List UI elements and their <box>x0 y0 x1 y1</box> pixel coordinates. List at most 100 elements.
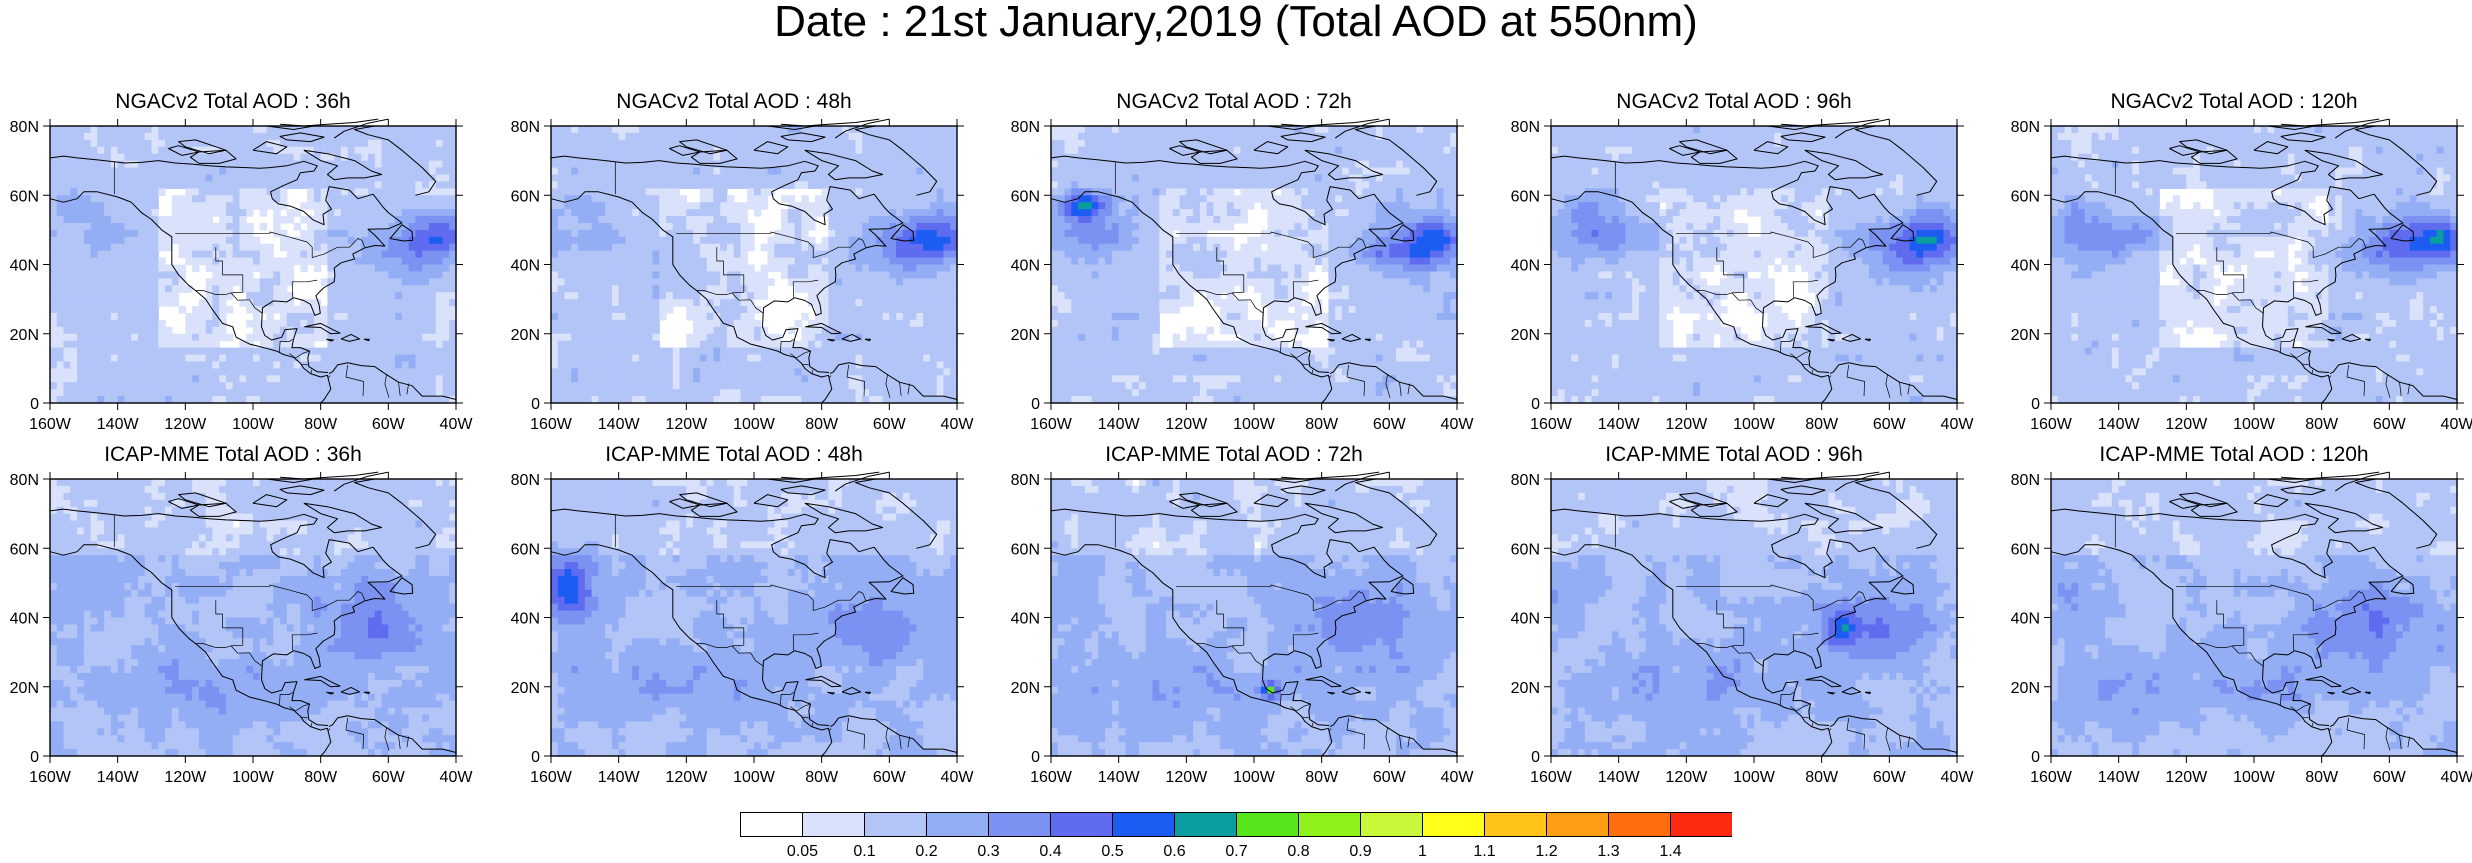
x-tick-label: 160W <box>29 769 72 786</box>
colorbar-swatch <box>1485 813 1547 837</box>
x-tick-label: 80W <box>1305 769 1339 786</box>
colorbar-label: 1 <box>1418 843 1427 858</box>
y-tick-label: 0 <box>1531 396 1540 413</box>
x-tick-label: 160W <box>1530 769 1573 786</box>
y-tick-label: 60N <box>1011 188 1040 205</box>
x-tick-label: 120W <box>665 769 708 786</box>
y-tick-label: 60N <box>1511 541 1540 558</box>
x-tick-label: 80W <box>304 769 338 786</box>
y-tick-label: 40N <box>1011 258 1040 275</box>
main-title: Date : 21st January,2019 (Total AOD at 5… <box>0 0 2472 44</box>
x-tick-label: 40W <box>1941 769 1975 786</box>
y-tick-label: 60N <box>2011 188 2040 205</box>
x-tick-label: 40W <box>941 769 975 786</box>
y-tick-label: 0 <box>531 749 540 766</box>
y-tick-label: 80N <box>10 472 39 489</box>
y-tick-label: 80N <box>2011 119 2040 136</box>
colorbar-label: 0.7 <box>1225 843 1247 858</box>
x-tick-label: 140W <box>1098 769 1141 786</box>
y-tick-label: 80N <box>2011 472 2040 489</box>
colorbar-label: 1.3 <box>1597 843 1619 858</box>
y-tick-label: 20N <box>511 327 540 344</box>
colorbar-swatch <box>865 813 927 837</box>
y-tick-label: 20N <box>1011 680 1040 697</box>
y-tick-label: 80N <box>1511 119 1540 136</box>
x-tick-label: 100W <box>1233 769 1276 786</box>
x-tick-label: 140W <box>2098 769 2141 786</box>
x-tick-label: 100W <box>733 416 776 433</box>
x-tick-label: 160W <box>1030 769 1073 786</box>
y-tick-label: 0 <box>30 749 39 766</box>
y-tick-label: 20N <box>1511 327 1540 344</box>
x-tick-label: 160W <box>530 769 573 786</box>
y-tick-label: 40N <box>1011 611 1040 628</box>
y-tick-label: 80N <box>1511 472 1540 489</box>
colorbar-label: 0.4 <box>1039 843 1061 858</box>
colorbar-label: 0.5 <box>1101 843 1123 858</box>
colorbar-swatch <box>1113 813 1175 837</box>
x-tick-label: 100W <box>2233 416 2276 433</box>
x-tick-label: 60W <box>1873 416 1907 433</box>
colorbar-label: 0.1 <box>853 843 875 858</box>
x-tick-label: 140W <box>1598 769 1641 786</box>
y-tick-label: 0 <box>1531 749 1540 766</box>
colorbar-swatch <box>1609 813 1671 837</box>
x-tick-label: 140W <box>1098 416 1141 433</box>
colorbar-swatch <box>1237 813 1299 837</box>
x-tick-label: 140W <box>2098 416 2141 433</box>
x-tick-label: 60W <box>2373 769 2407 786</box>
y-tick-label: 0 <box>1031 396 1040 413</box>
colorbar-label: 0.05 <box>787 843 818 858</box>
y-tick-label: 60N <box>10 188 39 205</box>
x-tick-label: 100W <box>232 769 275 786</box>
y-tick-label: 0 <box>531 396 540 413</box>
y-tick-label: 60N <box>511 541 540 558</box>
y-tick-label: 20N <box>1511 680 1540 697</box>
x-tick-label: 120W <box>2165 769 2208 786</box>
y-tick-label: 0 <box>1031 749 1040 766</box>
x-tick-label: 120W <box>1665 769 1708 786</box>
x-tick-label: 100W <box>1733 769 1776 786</box>
x-tick-label: 60W <box>1373 769 1407 786</box>
colorbar-swatch <box>1671 813 1733 837</box>
x-tick-label: 160W <box>29 416 72 433</box>
x-tick-label: 80W <box>2305 769 2339 786</box>
y-tick-label: 80N <box>511 472 540 489</box>
colorbar-label: 0.8 <box>1287 843 1309 858</box>
x-tick-label: 80W <box>805 769 839 786</box>
x-tick-label: 80W <box>1805 769 1839 786</box>
y-tick-label: 40N <box>2011 611 2040 628</box>
y-tick-label: 80N <box>10 119 39 136</box>
colorbar-label: 1.4 <box>1659 843 1681 858</box>
x-tick-label: 40W <box>1441 416 1475 433</box>
y-tick-label: 20N <box>1011 327 1040 344</box>
x-tick-label: 80W <box>304 416 338 433</box>
y-tick-label: 40N <box>10 258 39 275</box>
colorbar-swatch <box>1175 813 1237 837</box>
colorbar-swatch <box>1361 813 1423 837</box>
x-tick-label: 40W <box>440 769 474 786</box>
colorbar-label: 0.2 <box>915 843 937 858</box>
x-tick-label: 120W <box>1165 769 1208 786</box>
colorbar-label: 0.6 <box>1163 843 1185 858</box>
x-tick-label: 100W <box>1233 416 1276 433</box>
y-tick-label: 20N <box>2011 680 2040 697</box>
x-tick-label: 60W <box>873 769 907 786</box>
x-tick-label: 100W <box>1733 416 1776 433</box>
